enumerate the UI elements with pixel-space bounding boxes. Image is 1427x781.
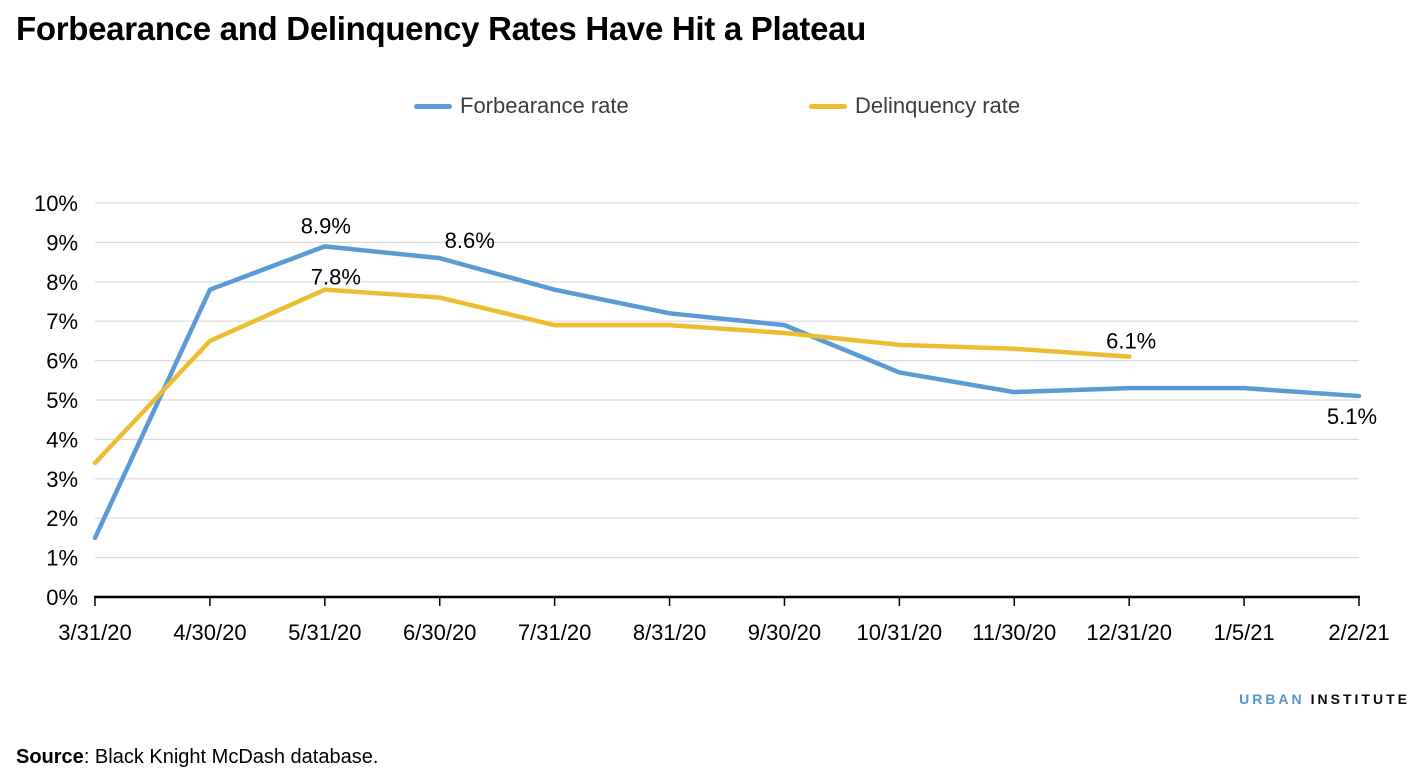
x-tick-label: 7/31/20 <box>518 620 591 645</box>
legend-item-delinquency: Delinquency rate <box>809 93 1020 119</box>
source-label: Source <box>16 746 84 768</box>
chart-title: Forbearance and Delinquency Rates Have H… <box>16 10 867 47</box>
y-tick-label: 10% <box>34 191 78 216</box>
forbearance-line <box>92 244 1362 541</box>
data-labels: 8.9% 7.8% 8.6% 6.1% 5.1% <box>301 213 1377 429</box>
x-tick-label: 2/2/21 <box>1328 620 1389 645</box>
y-tick-label: 5% <box>46 388 78 413</box>
data-label: 5.1% <box>1327 404 1377 429</box>
y-tick-label: 9% <box>46 230 78 255</box>
y-tick-label: 8% <box>46 270 78 295</box>
x-tick-label: 8/31/20 <box>633 620 706 645</box>
logo-institute-text: INSTITUTE <box>1310 691 1410 707</box>
x-tick-label: 5/31/20 <box>288 620 361 645</box>
y-axis-labels: 0% 1% 2% 3% 4% 5% 6% 7% 8% 9% 10% <box>34 191 78 610</box>
x-axis <box>94 595 1360 606</box>
source-text: : Black Knight McDash database. <box>83 746 379 768</box>
data-label: 6.1% <box>1106 329 1156 354</box>
x-tick-label: 10/31/20 <box>857 620 943 645</box>
data-label: 8.6% <box>445 228 495 253</box>
y-tick-label: 0% <box>46 585 78 610</box>
y-tick-label: 2% <box>46 506 78 531</box>
data-label: 7.8% <box>311 265 361 290</box>
y-tick-label: 4% <box>46 427 78 452</box>
legend-label: Forbearance rate <box>460 93 629 118</box>
delinquency-line-swatch <box>809 103 847 109</box>
delinquency-line <box>92 287 1132 466</box>
x-axis-labels: 3/31/20 4/30/20 5/31/20 6/30/20 7/31/20 8/31/… <box>58 620 1389 645</box>
legend-item-forbearance: Forbearance rate <box>414 93 629 119</box>
y-tick-label: 1% <box>46 546 78 571</box>
logo-urban-text: URBAN <box>1239 691 1305 707</box>
x-tick-label: 12/31/20 <box>1086 620 1172 645</box>
y-gridlines <box>95 202 1359 559</box>
x-tick-label: 9/30/20 <box>748 620 821 645</box>
x-tick-label: 4/30/20 <box>173 620 246 645</box>
x-tick-label: 6/30/20 <box>403 620 476 645</box>
x-tick-label: 3/31/20 <box>58 620 131 645</box>
urban-institute-logo: URBAN INSTITUTE <box>1239 691 1410 707</box>
source-note: Source: Black Knight McDash database. <box>16 746 378 769</box>
chart-legend: Forbearance rate Delinquency rate <box>0 93 1427 119</box>
data-label: 8.9% <box>301 213 351 238</box>
y-tick-label: 3% <box>46 467 78 492</box>
y-tick-label: 6% <box>46 349 78 374</box>
x-tick-label: 1/5/21 <box>1214 620 1275 645</box>
y-tick-label: 7% <box>46 309 78 334</box>
forbearance-line-swatch <box>414 103 452 109</box>
legend-label: Delinquency rate <box>855 93 1021 118</box>
x-tick-label: 11/30/20 <box>972 620 1056 645</box>
